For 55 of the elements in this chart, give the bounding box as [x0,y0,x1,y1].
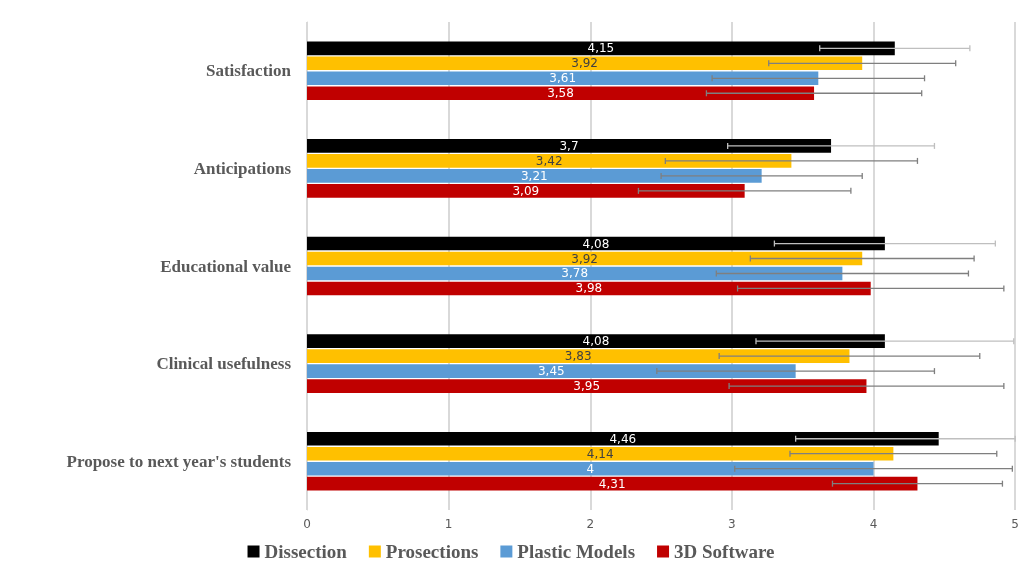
data-label: 3,45 [537,364,565,379]
bar [307,334,885,348]
data-label: 4,46 [609,431,637,446]
x-tick-label: 4 [869,517,878,531]
bar [307,154,792,168]
y-tick-label: Clinical usefulness [156,354,292,374]
x-tick-label: 3 [728,517,736,531]
data-label: 3,61 [549,71,577,86]
x-tick-label: 1 [444,517,453,531]
bar [307,446,894,461]
legend-label: Dissection [264,541,348,562]
data-label: 4,15 [587,41,615,56]
bar [307,41,895,56]
data-label: 3,83 [564,349,592,364]
data-label: 3,09 [512,183,540,198]
bar [307,349,850,363]
bar [307,71,819,86]
bar [307,461,874,476]
bar [307,364,796,378]
bar [307,431,939,446]
data-label: 3,92 [571,251,598,266]
x-tick-label: 5 [1011,517,1019,531]
bar [307,169,762,183]
bar [307,476,918,491]
bar [307,86,815,101]
legend-label: Plastic Models [517,541,636,562]
x-tick-label: 0 [303,517,311,531]
bar [307,266,843,281]
bar [307,56,863,71]
legend-label: 3D Software [674,541,775,562]
y-tick-label: Anticipations [193,158,292,178]
bar [307,251,863,266]
data-label: 3,58 [547,86,574,101]
bar [307,236,885,251]
y-tick-label: Propose to next year's students [66,451,292,471]
data-label: 3,95 [573,379,601,394]
bar [307,184,745,198]
data-label: 4,08 [582,236,610,251]
bar [307,139,832,153]
data-label: 4,08 [582,334,610,349]
bar [307,281,871,296]
data-label: 3,92 [571,56,598,71]
data-label: 3,78 [561,266,589,281]
legend-label: Prosections [385,541,479,562]
x-tick-label: 2 [586,517,595,531]
data-label: 4,14 [586,446,614,461]
y-tick-label: Educational value [160,256,292,276]
data-label: 3,7 [559,138,579,153]
data-label: 4,31 [598,476,626,491]
data-label: 3,21 [520,168,548,183]
data-label: 3,98 [575,281,603,296]
data-label: 4 [586,461,595,476]
bar [307,379,867,393]
y-tick-label: Satisfaction [206,61,292,81]
data-label: 3,42 [535,153,563,168]
